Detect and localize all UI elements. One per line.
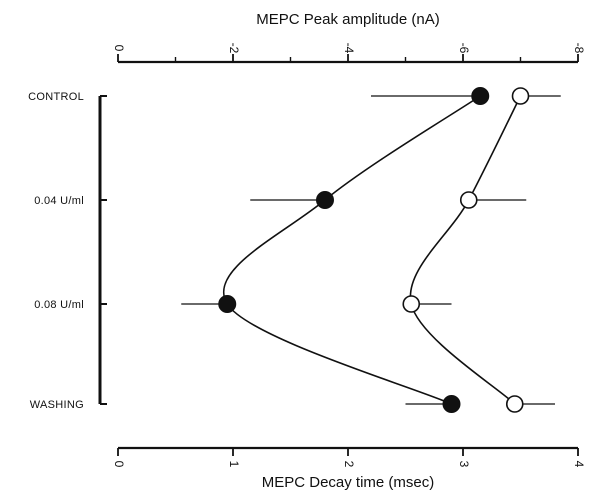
filled-data-point <box>316 191 334 209</box>
top-axis: 0 -2 -4 -6 -8 <box>112 43 586 64</box>
data-points <box>218 87 530 413</box>
series-curve <box>409 95 522 405</box>
category-label: 0.04 U/ml <box>34 195 84 207</box>
bottom-axis-tick-label: 3 <box>457 461 471 468</box>
top-axis-tick-label: -4 <box>342 43 356 54</box>
top-axis-tick-label: -6 <box>457 43 471 54</box>
trend-curves <box>223 95 522 405</box>
filled-data-point <box>471 87 490 105</box>
open-data-point <box>505 395 524 413</box>
top-axis-tick-label: 0 <box>112 45 126 52</box>
filled-data-point <box>442 395 461 413</box>
top-axis-tick-label: -8 <box>572 43 586 54</box>
filled-data-point <box>218 295 237 313</box>
category-axis: CONTROL 0.04 U/ml 0.08 U/ml WASHING <box>28 91 107 411</box>
open-data-point <box>402 295 421 313</box>
open-data-point <box>459 191 478 209</box>
bottom-axis-tick-label: 0 <box>112 461 126 468</box>
category-label: CONTROL <box>28 91 84 103</box>
error-bars <box>181 95 561 405</box>
category-label: WASHING <box>30 399 84 411</box>
bottom-axis-tick-label: 4 <box>572 461 586 468</box>
bottom-axis: 0 1 2 3 4 <box>112 446 586 468</box>
bottom-axis-tick-label: 2 <box>342 461 356 468</box>
category-label: 0.08 U/ml <box>34 299 84 311</box>
open-data-point <box>511 87 530 105</box>
top-axis-title: MEPC Peak amplitude (nA) <box>256 11 439 28</box>
bottom-axis-title: MEPC Decay time (msec) <box>262 474 435 491</box>
bottom-axis-tick-label: 1 <box>227 461 241 468</box>
top-axis-tick-label: -2 <box>227 43 241 54</box>
series-curve <box>223 95 481 405</box>
